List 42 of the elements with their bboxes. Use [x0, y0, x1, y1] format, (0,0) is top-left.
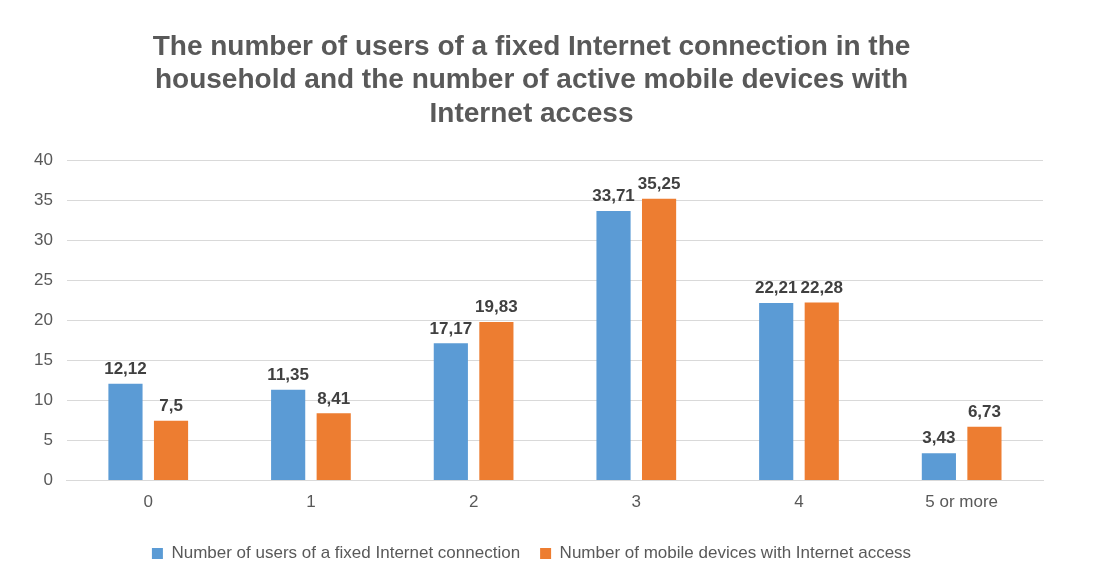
y-tick-label: 15 — [33, 350, 53, 370]
data-label: 22,21 — [754, 278, 798, 298]
x-tick-label: 4 — [794, 492, 804, 512]
bar — [759, 303, 794, 481]
y-tick-label: 30 — [33, 230, 53, 250]
bar — [433, 343, 468, 481]
data-label: 35,25 — [637, 173, 681, 193]
bar — [641, 198, 677, 481]
data-label: 19,83 — [475, 297, 518, 317]
bar — [921, 453, 956, 481]
data-label: 8,41 — [317, 388, 351, 408]
x-tick-label: 3 — [631, 492, 642, 512]
y-tick-label: 20 — [33, 310, 53, 330]
bar — [108, 383, 143, 481]
x-tick-label: 1 — [306, 492, 316, 512]
bar — [596, 211, 631, 481]
bar — [479, 322, 514, 481]
data-label: 12,12 — [104, 358, 147, 378]
y-tick-label: 35 — [33, 190, 53, 210]
x-tick-label: 2 — [468, 492, 479, 512]
bar — [271, 389, 306, 481]
y-tick-label: 25 — [33, 270, 53, 290]
x-tick-label: 0 — [143, 492, 153, 512]
data-label: 33,71 — [592, 186, 635, 206]
bar — [153, 420, 189, 481]
bar — [967, 426, 1002, 481]
y-tick-label: 5 — [43, 430, 53, 450]
bar — [804, 302, 839, 481]
data-label: 3,43 — [922, 428, 956, 448]
data-label: 7,5 — [159, 395, 183, 415]
data-label: 11,35 — [267, 365, 309, 385]
y-tick-label: 0 — [43, 470, 53, 490]
legend-label: Number of users of a fixed Internet connection — [171, 543, 521, 563]
data-label: 6,73 — [967, 401, 1001, 421]
y-tick-label: 10 — [33, 390, 53, 410]
bar — [316, 413, 351, 481]
data-label: 17,17 — [429, 318, 473, 338]
chart-title: The number of users of a fixed Internet connection in the household and the number of active mobile devices with Internet access — [152, 29, 911, 128]
y-tick-label: 40 — [33, 150, 53, 170]
legend-label: Number of mobile devices with Internet access — [559, 543, 912, 563]
x-tick-label: 5 or more — [925, 492, 999, 512]
data-label: 22,28 — [800, 277, 844, 297]
